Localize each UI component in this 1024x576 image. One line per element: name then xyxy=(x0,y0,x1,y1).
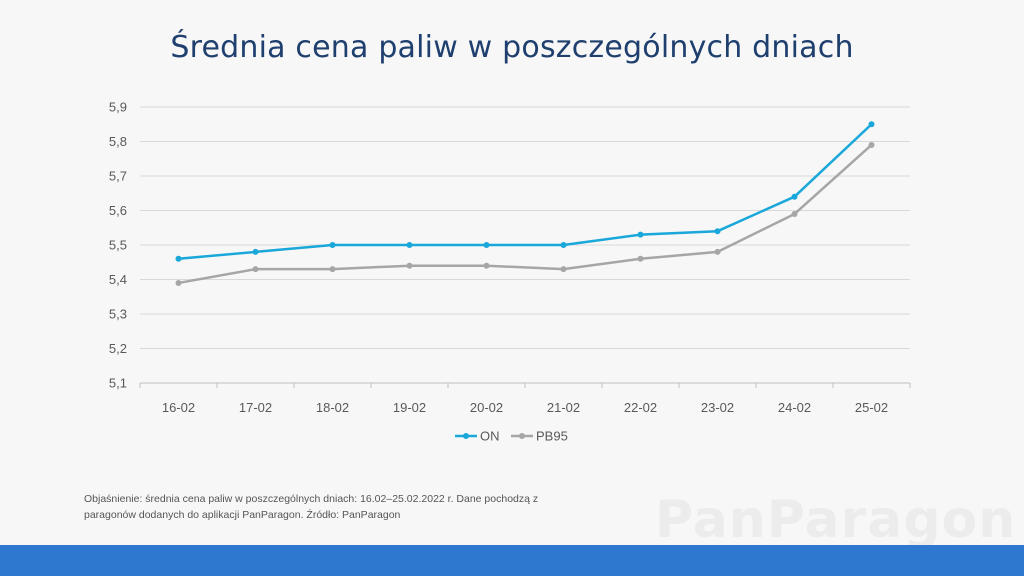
chart-title: Średnia cena paliw w poszczególnych dnia… xyxy=(170,30,854,65)
data-point-pb95 xyxy=(406,262,413,269)
legend-label-on: ON xyxy=(480,429,500,444)
x-tick-label: 16-02 xyxy=(162,400,195,415)
y-tick-label: 5,5 xyxy=(109,238,127,253)
data-point-pb95 xyxy=(329,266,336,273)
data-point-on xyxy=(637,231,644,238)
x-tick-label: 24-02 xyxy=(778,400,811,415)
y-tick-label: 5,7 xyxy=(109,169,127,184)
legend-label-pb95: PB95 xyxy=(536,429,568,444)
data-point-on xyxy=(406,242,413,248)
data-point-on xyxy=(714,228,721,235)
x-tick-label: 21-02 xyxy=(547,400,580,415)
y-tick-label: 5,3 xyxy=(109,307,127,322)
y-tick-label: 5,6 xyxy=(109,203,127,218)
data-point-pb95 xyxy=(791,210,798,217)
data-point-pb95 xyxy=(252,266,259,273)
legend-marker-on xyxy=(463,433,469,439)
data-point-on xyxy=(175,255,182,262)
panparagon-watermark: PanParagon xyxy=(655,490,1017,550)
x-tick-label: 22-02 xyxy=(624,400,657,415)
data-point-pb95 xyxy=(560,266,567,273)
data-point-on xyxy=(329,242,336,248)
legend-marker-pb95 xyxy=(519,433,525,439)
data-point-pb95 xyxy=(637,255,644,262)
data-point-on xyxy=(483,242,490,248)
x-tick-label: 23-02 xyxy=(701,400,734,415)
data-point-on xyxy=(560,242,567,248)
x-tick-label: 25-02 xyxy=(855,400,888,415)
data-point-on xyxy=(252,248,259,255)
x-tick-label: 20-02 xyxy=(470,400,503,415)
y-tick-label: 5,9 xyxy=(109,100,127,115)
y-tick-label: 5,1 xyxy=(109,376,127,391)
data-point-pb95 xyxy=(175,279,182,286)
series-line-pb95 xyxy=(178,144,873,285)
data-point-pb95 xyxy=(714,248,721,255)
data-point-on xyxy=(868,121,875,128)
x-tick-label: 17-02 xyxy=(239,400,272,415)
series-line-on xyxy=(178,123,873,261)
footer-bar xyxy=(0,545,1024,576)
explanation-note: Objaśnienie: średnia cena paliw w poszcz… xyxy=(84,493,539,521)
y-tick-label: 5,2 xyxy=(109,341,127,356)
data-point-pb95 xyxy=(483,262,490,269)
y-tick-label: 5,8 xyxy=(109,134,127,149)
data-point-on xyxy=(791,193,798,200)
data-point-pb95 xyxy=(868,141,875,148)
x-tick-label: 18-02 xyxy=(316,400,349,415)
y-tick-label: 5,4 xyxy=(109,272,127,287)
x-tick-label: 19-02 xyxy=(393,400,426,415)
